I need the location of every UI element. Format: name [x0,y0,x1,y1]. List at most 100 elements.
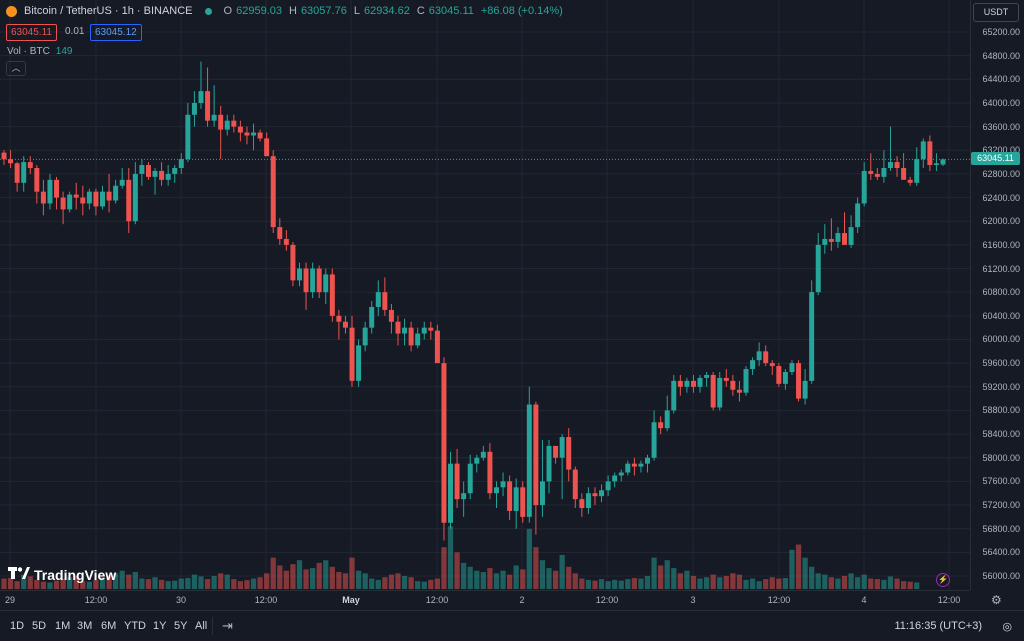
high-label: H [288,5,297,17]
chart-area[interactable] [0,0,970,590]
volume-bar [487,568,493,589]
candle-body [244,132,250,136]
adjustment-toggle[interactable]: ◎ [1002,621,1012,633]
candle-body [671,380,677,411]
candle-body [421,327,427,334]
volume-bar [434,578,441,589]
volume-bar [428,579,434,589]
go-to-date-icon[interactable]: ⇥ [222,618,233,633]
candle-body [178,159,184,168]
price-tick-label: 59200.00 [982,381,1020,392]
candle-body [730,380,736,390]
candle-body [539,481,545,506]
candle-body [86,191,92,204]
volume-bar [34,579,40,589]
buy-price-button[interactable]: 63045.12 [90,24,142,41]
tradingview-mark-icon [8,566,30,583]
candle-body [277,227,283,239]
low-value: 62934.62 [363,5,410,17]
volume-bar [139,578,145,589]
range-button-3m[interactable]: 3M [77,620,93,632]
candle-body [467,463,473,494]
time-tick-label: 30 [175,595,187,605]
candle-body [533,404,539,506]
sell-price-button[interactable]: 63045.11 [6,24,57,41]
volume-bar [631,578,638,589]
price-tick-label: 56000.00 [982,571,1020,581]
candle-body [264,138,270,157]
currency-button[interactable]: USDT [973,3,1019,22]
range-button-1m[interactable]: 1M [55,620,71,632]
range-button-ytd[interactable]: YTD [124,620,146,632]
time-tick-label: May [342,595,360,605]
candle-body [704,374,710,378]
candle-body [526,404,532,517]
candlestick-chart[interactable] [0,0,970,590]
candle-body [638,463,644,467]
volume-bar [323,560,329,589]
volume-bar [467,566,473,589]
time-axis[interactable]: 29 12:00 30 12:00 May 12:00 2 12:00 3 12:00 4 12:00 [0,590,970,611]
range-button-all[interactable]: All [195,620,208,632]
candle-body [723,377,729,381]
candle-body [651,422,657,458]
candle-body [809,292,815,381]
volume-bar [526,528,532,589]
range-button-1d[interactable]: 1D [10,620,25,632]
candle-body [415,333,421,346]
volume-bar [369,578,375,589]
candle-body [224,120,230,130]
volume-bar [342,573,349,589]
spread-value: 0.01 [65,26,85,37]
collapse-legend-button[interactable]: ︿ [6,61,26,76]
price-tick-label: 57600.00 [982,476,1020,487]
volume-bar [185,578,191,589]
candle-body [375,292,381,307]
price-tick-label: 63200.00 [982,145,1020,156]
volume-legend[interactable]: Vol · BTC 149 [7,46,72,57]
candle-body [145,165,151,177]
candle-body [454,463,460,500]
volume-bar [572,573,578,589]
volume-bar [828,577,834,589]
range-button-6m[interactable]: 6M [101,620,117,632]
volume-bar [644,575,651,589]
volume-bar [47,582,53,589]
price-axis[interactable]: 65200.00 64800.00 64400.00 64000.00 63600.00… [970,0,1024,590]
price-tick-label: 65200.00 [982,27,1020,37]
volume-bar [67,577,73,589]
volume-bar [730,573,736,589]
volume-bar [290,564,296,589]
volume-bar [99,577,106,589]
chevron-up-icon: ︿ [11,63,21,73]
volume-bar [914,582,920,589]
candle-body [60,197,66,210]
range-button-5d[interactable]: 5D [32,620,47,632]
settings-gear-icon[interactable]: ⚙ [991,593,1002,607]
clock-timezone[interactable]: 11:16:35 (UTC+3) [894,620,982,632]
volume-bar [474,570,480,589]
candle-body [520,487,526,517]
volume-bar [677,573,683,589]
symbol-title[interactable]: Bitcoin / TetherUS · 1h · BINANCE [24,5,193,17]
volume-bar [73,575,79,589]
range-button-1y[interactable]: 1Y [153,620,167,632]
volume-bar [520,569,526,589]
last-price-label: 63045.11 [971,152,1020,166]
volume-bar [605,581,611,589]
tradingview-logo[interactable]: TradingView [8,566,116,583]
volume-bar [887,576,894,589]
range-button-5y[interactable]: 5Y [174,620,188,632]
volume-bar [598,579,605,589]
volume-bar [736,574,743,589]
volume-bar [579,578,585,589]
candle-body [933,163,939,166]
candle-body [645,457,651,464]
lightning-icon[interactable]: ⚡ [936,573,950,587]
candle-body [303,268,309,293]
volume-bar [743,579,749,589]
candle-body [756,351,762,361]
candle-body [448,463,454,523]
market-status-icon[interactable] [204,7,212,15]
volume-bar [152,577,158,589]
